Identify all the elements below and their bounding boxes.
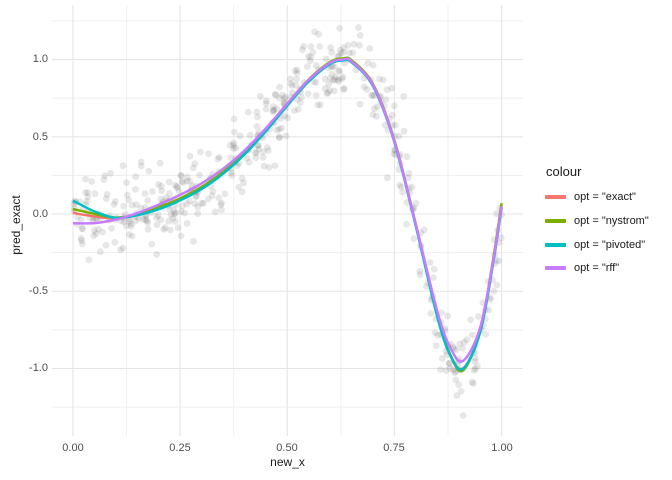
legend-title: colour (546, 164, 582, 179)
legend-item-label: opt = "rff" (574, 262, 620, 274)
legend-item-label: opt = "nystrom" (574, 215, 649, 227)
x-axis-tick-label: 1.00 (491, 442, 513, 454)
legend-item: opt = "rff" (545, 259, 619, 277)
legend-item-label: opt = "pivoted" (574, 239, 646, 251)
legend-item: opt = "pivoted" (545, 236, 645, 254)
x-axis-tick-label: 0.50 (276, 442, 298, 454)
x-axis-title: new_x (270, 455, 305, 469)
legend-item-label: opt = "exact" (574, 191, 636, 203)
legend-item: opt = "nystrom" (545, 212, 649, 230)
x-axis-tick-label: 0.25 (169, 442, 191, 454)
x-axis-tick-label: 0.00 (62, 442, 84, 454)
legend-key-line (545, 266, 566, 270)
legend-key-line (545, 195, 566, 199)
legend-key-line (545, 219, 566, 223)
y-axis-tick-label: 0.5 (32, 131, 48, 143)
plot-panel (52, 5, 523, 436)
y-axis-tick-label: -0.5 (29, 285, 48, 297)
x-axis-tick-label: 0.75 (383, 442, 405, 454)
legend-item: opt = "exact" (545, 188, 636, 206)
y-axis-tick-label: -1.0 (29, 362, 48, 374)
y-axis-title: pred_exact (9, 195, 23, 255)
y-axis-tick-label: 1.0 (32, 53, 48, 65)
y-axis-tick-label: 0.0 (32, 208, 48, 220)
legend-key-line (545, 243, 566, 247)
